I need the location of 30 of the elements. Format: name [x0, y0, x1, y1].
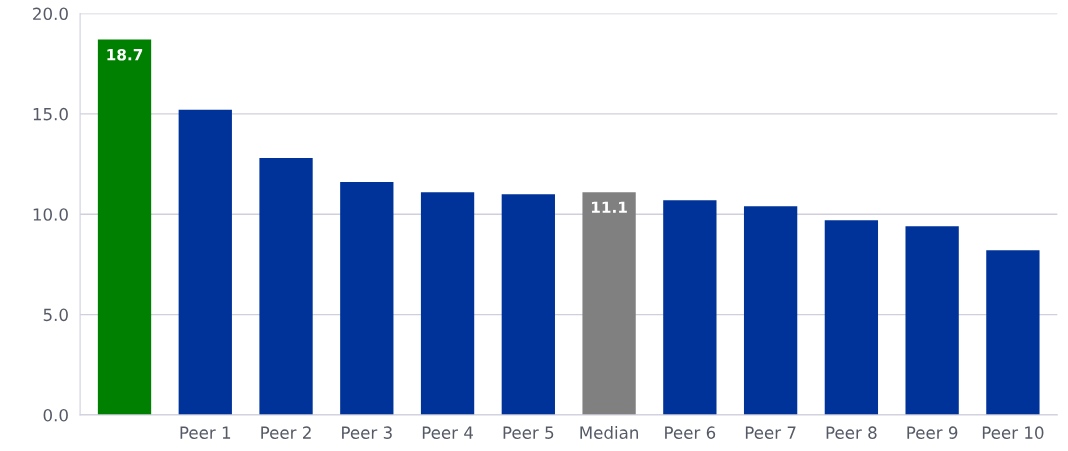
bar: [986, 250, 1040, 415]
x-tick-label: Peer 7: [745, 426, 796, 439]
y-tick-label: 10.0: [33, 208, 68, 221]
y-tick-label: 20.0: [33, 7, 68, 21]
bar: [582, 192, 636, 415]
y-tick-label: 15.0: [33, 107, 68, 121]
x-tick-label: Median: [580, 426, 638, 439]
bar: [501, 194, 555, 415]
y-tick-label: 0.0: [43, 408, 68, 422]
x-tick-label: Peer 1: [180, 426, 231, 439]
bar: [420, 192, 475, 415]
x-tick-label: Peer 6: [665, 426, 716, 439]
bar: [824, 220, 879, 415]
x-tick-label: Peer 2: [261, 426, 311, 439]
bar: [663, 200, 717, 415]
bar: [259, 158, 313, 415]
bar: [905, 226, 959, 415]
x-tick-label: Peer 9: [907, 426, 958, 439]
x-tick-label: Peer 8: [826, 426, 877, 439]
bar: [97, 39, 152, 415]
data-label: 11.1: [591, 201, 627, 213]
bar: [743, 206, 798, 415]
x-tick-label: Peer 4: [422, 426, 473, 439]
x-tick-label: Peer 10: [982, 426, 1044, 439]
x-tick-label: Peer 3: [342, 426, 392, 439]
x-tick-label: Peer 5: [503, 426, 554, 439]
bar: [178, 109, 232, 415]
y-tick-label: 5.0: [43, 308, 68, 322]
bar: [340, 182, 394, 415]
data-label: 18.7: [107, 48, 143, 61]
